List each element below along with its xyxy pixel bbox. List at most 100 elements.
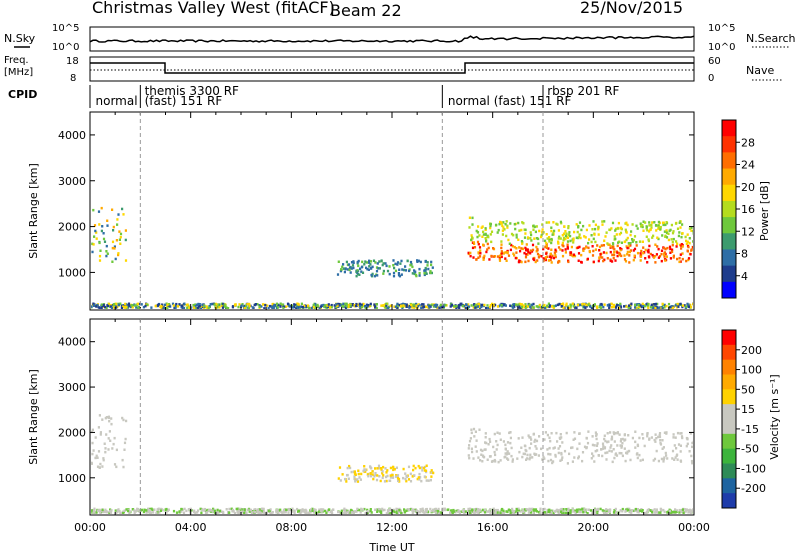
range-cell — [344, 477, 347, 481]
range-cell — [499, 459, 502, 462]
range-cell — [624, 228, 627, 232]
range-cell — [431, 266, 434, 269]
range-cell — [533, 237, 536, 240]
range-cell — [578, 442, 581, 445]
x-tick-label: 16:00 — [477, 521, 509, 534]
colorbar-segment — [722, 265, 736, 283]
range-cell — [531, 456, 534, 459]
range-cell — [407, 508, 410, 512]
range-cell — [562, 302, 565, 305]
range-cell — [269, 508, 272, 511]
range-cell — [165, 507, 168, 511]
range-cell — [545, 511, 548, 514]
range-cell — [408, 268, 411, 271]
range-cell — [626, 253, 629, 256]
range-cell — [228, 507, 231, 511]
range-cell — [617, 227, 620, 230]
range-cell — [669, 306, 672, 309]
range-cell — [344, 511, 348, 514]
range-cell — [413, 306, 416, 309]
range-cell — [618, 233, 621, 236]
range-cell — [98, 414, 101, 417]
range-cell — [358, 302, 361, 306]
range-cell — [609, 431, 612, 434]
range-cell — [579, 510, 582, 514]
range-cell — [612, 246, 615, 250]
range-cell — [499, 438, 502, 441]
range-cell — [603, 446, 606, 450]
range-cell — [479, 252, 482, 255]
range-cell — [603, 434, 606, 437]
range-cell — [529, 509, 532, 512]
range-cell — [230, 507, 233, 511]
range-cell — [549, 453, 552, 456]
range-cell — [654, 255, 657, 258]
range-cell — [664, 247, 667, 251]
range-cell — [102, 232, 105, 235]
range-cell — [489, 511, 492, 514]
range-cell — [129, 510, 132, 513]
range-cell — [573, 254, 577, 258]
range-cell — [679, 260, 682, 263]
range-cell — [523, 251, 526, 255]
colorbar-segment — [722, 249, 736, 267]
range-cell — [587, 303, 590, 306]
range-cell — [96, 303, 99, 307]
range-cell — [95, 305, 98, 308]
range-cell — [636, 443, 639, 447]
range-cell — [518, 246, 521, 249]
range-cell — [601, 454, 604, 458]
range-cell — [425, 508, 428, 511]
range-cell — [674, 456, 677, 459]
range-cell — [522, 508, 525, 511]
range-cell — [662, 446, 665, 449]
range-cell — [539, 507, 542, 511]
colorbar-tick-label: 50 — [741, 383, 755, 396]
range-cell — [535, 447, 538, 450]
range-cell — [291, 510, 294, 513]
range-cell — [645, 226, 648, 229]
range-cell — [243, 510, 246, 514]
range-cell — [108, 419, 111, 423]
range-cell — [360, 270, 363, 273]
range-cell — [360, 472, 363, 476]
range-cell — [145, 511, 148, 514]
range-cell — [200, 511, 203, 514]
range-cell — [122, 305, 125, 308]
range-cell — [512, 233, 515, 237]
range-cell — [592, 454, 595, 458]
range-cell — [674, 222, 678, 225]
range-cell — [380, 259, 383, 262]
range-cell — [521, 242, 524, 245]
range-cell — [502, 252, 505, 255]
range-cell — [325, 306, 328, 309]
range-cell — [482, 233, 485, 236]
range-cell — [620, 446, 623, 449]
range-cell — [506, 457, 509, 460]
range-cell — [561, 441, 564, 444]
noise-strip: N.Sky 10^5 10^0 10^5 10^0 N.Search — [4, 23, 796, 53]
range-cell — [681, 223, 684, 226]
range-cell — [628, 250, 631, 254]
range-cell — [632, 238, 635, 242]
range-cell — [619, 248, 622, 252]
range-cell — [106, 219, 109, 222]
range-cell — [393, 510, 396, 514]
range-cell — [685, 259, 688, 263]
range-cell — [377, 464, 381, 468]
range-cell — [529, 231, 532, 234]
range-cell — [551, 461, 554, 465]
range-cell — [527, 434, 530, 437]
range-cell — [356, 507, 359, 511]
range-cell — [579, 236, 582, 240]
range-cell — [663, 510, 666, 514]
range-cell — [351, 303, 354, 306]
range-cell — [243, 304, 246, 308]
range-cell — [610, 302, 613, 306]
colorbar-segment — [722, 493, 736, 509]
range-cell — [515, 251, 518, 254]
range-cell — [382, 474, 385, 477]
range-cell — [676, 302, 679, 306]
range-cell — [648, 256, 651, 259]
range-cell — [530, 303, 533, 307]
